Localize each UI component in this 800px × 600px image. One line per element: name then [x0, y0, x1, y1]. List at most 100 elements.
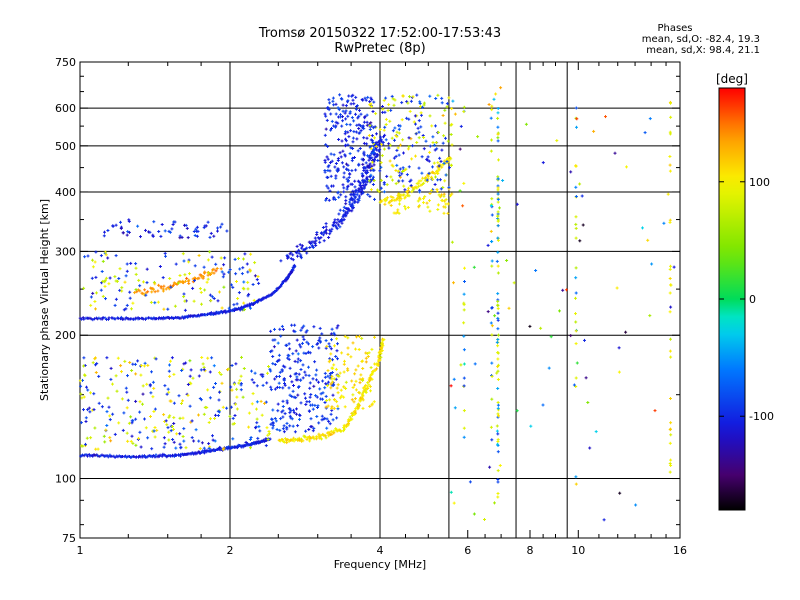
echo-point — [198, 254, 200, 257]
echo-point — [186, 226, 188, 230]
echo-point — [310, 425, 312, 429]
echo-point — [215, 262, 217, 266]
x-tick-label: 8 — [527, 544, 534, 557]
echo-point — [129, 361, 131, 364]
echo-point — [241, 272, 243, 276]
echo-point — [380, 186, 382, 190]
echo-point — [300, 368, 302, 371]
echo-point — [379, 169, 381, 173]
echo-point — [139, 317, 141, 321]
echo-point — [251, 378, 253, 382]
echo-point — [150, 391, 152, 395]
echo-point — [372, 175, 374, 179]
echo-point — [187, 452, 189, 456]
echo-point — [264, 401, 265, 405]
phase-stats-heading: Phases — [657, 23, 693, 34]
echo-point — [183, 427, 185, 431]
echo-point — [427, 175, 429, 179]
echo-point — [298, 436, 300, 440]
echo-point — [320, 434, 322, 438]
echo-point — [106, 356, 108, 360]
echo-point — [297, 254, 298, 258]
echo-point — [104, 440, 106, 444]
echo-point — [450, 157, 452, 161]
echo-point — [288, 386, 290, 390]
echo-point — [380, 178, 382, 182]
echo-point — [286, 421, 288, 425]
echo-point — [272, 426, 274, 430]
echo-point — [352, 140, 354, 144]
echo-point — [330, 152, 332, 156]
echo-point — [289, 424, 291, 428]
echo-point — [123, 411, 125, 415]
echo-point — [280, 284, 282, 288]
echo-point — [145, 291, 147, 295]
echo-point — [89, 316, 91, 320]
echo-point — [330, 373, 332, 377]
echo-point — [146, 281, 148, 285]
echo-point — [83, 364, 85, 368]
echo-point — [408, 186, 409, 190]
echo-point — [87, 408, 89, 412]
echo-point — [361, 360, 363, 363]
echo-point — [354, 397, 356, 401]
echo-point — [388, 142, 390, 146]
echo-point — [358, 335, 360, 338]
echo-point — [164, 251, 166, 255]
echo-point — [331, 405, 333, 409]
echo-point — [307, 436, 309, 440]
echo-point — [267, 371, 268, 375]
echo-point — [135, 417, 137, 421]
echo-point — [103, 234, 105, 238]
echo-point — [201, 441, 203, 445]
echo-point — [153, 316, 155, 320]
echo-point — [178, 453, 180, 457]
echo-point — [338, 195, 340, 199]
echo-point — [365, 356, 367, 360]
echo-point — [327, 384, 329, 388]
echo-point — [359, 381, 361, 385]
echo-point — [447, 157, 449, 161]
echo-point — [230, 405, 232, 409]
echo-point — [109, 436, 111, 440]
echo-point — [236, 302, 238, 306]
echo-point — [317, 236, 319, 240]
echo-point — [158, 316, 160, 320]
echo-point — [169, 230, 171, 234]
echo-point — [385, 96, 387, 100]
echo-point — [434, 172, 436, 176]
echo-point — [85, 442, 86, 446]
echo-point — [358, 131, 360, 135]
echo-point — [297, 424, 299, 428]
echo-point — [333, 195, 335, 199]
echo-point — [206, 280, 208, 284]
echo-point — [332, 184, 334, 188]
echo-point — [357, 190, 359, 194]
echo-point — [84, 453, 86, 457]
echo-point — [325, 394, 327, 398]
echo-point — [399, 167, 401, 171]
echo-point — [362, 174, 364, 178]
echo-point — [180, 454, 181, 458]
echo-point — [228, 270, 230, 274]
echo-point — [332, 358, 333, 362]
echo-point — [300, 359, 302, 363]
echo-point — [344, 132, 346, 136]
echo-point — [329, 372, 331, 375]
echo-point — [347, 163, 349, 167]
echo-point — [393, 156, 395, 160]
echo-point — [193, 452, 195, 456]
echo-point — [342, 109, 344, 113]
echo-point — [93, 453, 95, 457]
echo-point — [369, 174, 371, 178]
echo-point — [321, 437, 322, 441]
echo-point — [324, 133, 326, 137]
echo-point — [156, 428, 158, 432]
echo-point — [343, 426, 345, 430]
echo-point — [292, 258, 294, 262]
echo-point — [222, 275, 224, 279]
echo-point — [308, 374, 310, 378]
echo-point — [114, 317, 116, 321]
echo-point — [315, 244, 317, 247]
echo-point — [82, 444, 84, 448]
